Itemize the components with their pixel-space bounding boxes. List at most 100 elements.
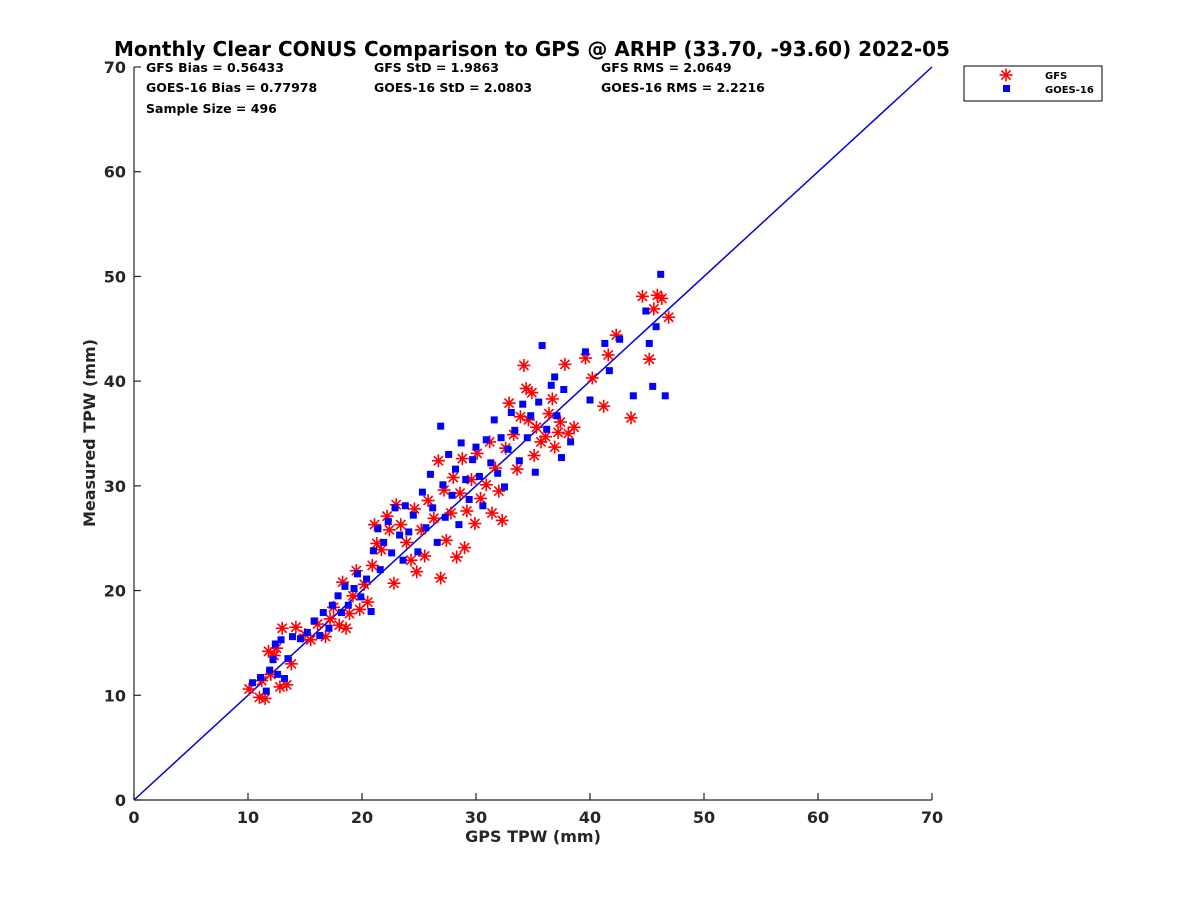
gfs-point [444,506,458,520]
gfs-point [635,289,649,303]
goes16-point [448,491,456,499]
goes16-point [661,392,669,400]
gfs-point [342,607,356,621]
gfs-point [446,470,460,484]
goes16-point [531,468,539,476]
goes16-point [319,609,327,617]
goes16-point [271,640,279,648]
legend-gfs-label: GFS [1045,71,1067,82]
goes16-point [325,624,333,632]
gfs-point [410,565,424,579]
goes16-point [422,524,430,532]
goes16-point [511,426,519,434]
gfs-point [434,571,448,585]
goes16-point [277,636,285,644]
gfs-point [421,494,435,508]
gfs-point [542,407,556,421]
gfs-point [339,621,353,635]
gfs-point [323,612,337,626]
gfs-point [361,595,375,609]
goes16-point [414,548,422,556]
goes16-point [334,592,342,600]
y-axis-label: Measured TPW (mm) [80,339,99,527]
gfs-point [382,523,396,537]
gfs-point [558,357,572,371]
goes16-point [451,465,459,473]
goes16-point [439,481,447,489]
goes16-point [391,504,399,512]
goes16-point [504,445,512,453]
goes16-point [538,342,546,350]
goes16-point [487,459,495,467]
goes16-point [269,656,277,664]
goes16-point [257,673,265,681]
goes-std-text: GOES-16 StD = 2.0803 [374,80,532,95]
one-to-one-line [133,66,933,801]
gfs-rms-text: GFS RMS = 2.0649 [601,60,732,75]
goes16-point [553,412,561,420]
axes [133,66,933,801]
gfs-point [551,425,565,439]
gfs-point [597,399,611,413]
gfs-point [527,448,541,462]
goes16-point [380,538,388,546]
goes16-point [429,504,437,512]
gfs-point [468,517,482,531]
goes16-point [527,412,535,420]
gfs-point [495,513,509,527]
goes16-point [494,469,502,477]
gfs-point [655,291,669,305]
legend-gfs-asterisk [999,68,1013,82]
goes16-point [523,434,531,442]
goes16-point [629,392,637,400]
goes16-point [649,382,657,390]
gfs-point [548,440,562,454]
goes16-point [457,439,465,447]
gfs-point [585,371,599,385]
goes16-point [409,511,417,519]
goes16-point [344,601,352,609]
goes16-point [535,398,543,406]
goes16-point [266,666,274,674]
legend-goes16-label: GOES-16 [1045,85,1094,96]
gfs-point [431,454,445,468]
goes16-point [337,609,345,617]
sample-size-text: Sample Size = 496 [146,101,277,116]
goes16-point [652,323,660,331]
goes16-point [462,476,470,484]
gfs-point [439,533,453,547]
legend-gfs-marker [999,68,1013,82]
x-tick-label: 50 [693,808,715,827]
goes16-point [657,270,665,278]
goes16-point [469,456,477,464]
x-tick-label: 60 [807,808,829,827]
y-tick-label: 30 [104,477,126,496]
goes16-point [490,416,498,424]
goes16-point [437,422,445,430]
goes16-point [616,335,624,343]
goes-bias-text: GOES-16 Bias = 0.77978 [146,80,317,95]
goes16-point [445,450,453,458]
y-tick-labels: 0 10 20 30 40 50 60 70 [104,58,126,810]
gfs-point [453,486,467,500]
gfs-point [427,511,441,525]
x-tick-label: 20 [351,808,373,827]
goes16-point [560,386,568,394]
goes16-point [601,339,609,347]
goes16-point [497,434,505,442]
gfs-point [275,621,289,635]
gfs-point [642,352,656,366]
gfs-point [346,589,360,603]
goes16-point [605,367,613,375]
goes16-point [303,628,311,636]
chart-title: Monthly Clear CONUS Comparison to GPS @ … [114,37,950,61]
x-tick-label: 30 [465,808,487,827]
gfs-point [502,396,516,410]
legend: GFS GOES-16 [963,65,1103,102]
x-tick-label: 10 [237,808,259,827]
legend-goes16-marker [1003,85,1010,92]
goes16-point [353,570,361,578]
gfs-std-text: GFS StD = 1.9863 [374,60,499,75]
goes16-point [367,608,375,616]
